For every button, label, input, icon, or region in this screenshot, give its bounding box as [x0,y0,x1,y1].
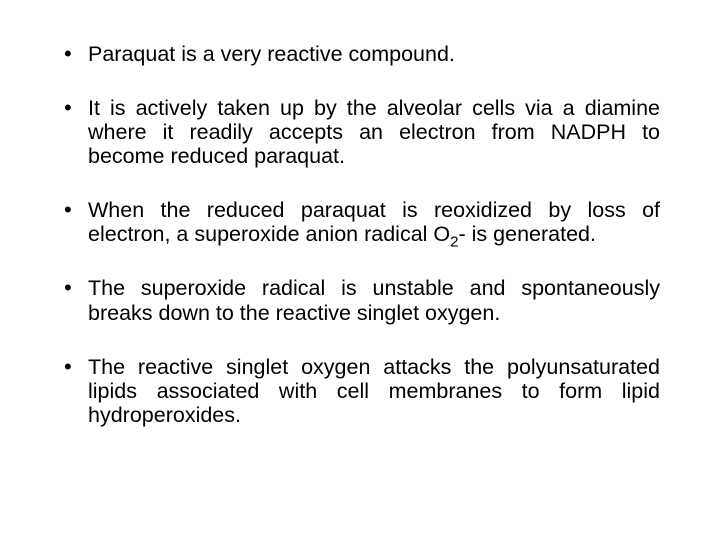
bullet-text-post: - is generated. [459,222,596,246]
bullet-item: The reactive singlet oxygen attacks the … [60,355,660,427]
slide: Paraquat is a very reactive compound. It… [0,0,720,540]
subscript: 2 [450,234,458,251]
bullet-item: The superoxide radical is unstable and s… [60,276,660,324]
bullet-text: Paraquat is a very reactive compound. [88,42,455,66]
bullet-item: It is actively taken up by the alveolar … [60,96,660,168]
bullet-list: Paraquat is a very reactive compound. It… [60,42,660,427]
bullet-item: When the reduced paraquat is reoxidized … [60,198,660,246]
bullet-text: The reactive singlet oxygen attacks the … [88,355,660,427]
bullet-item: Paraquat is a very reactive compound. [60,42,660,66]
bullet-text: It is actively taken up by the alveolar … [88,96,660,168]
bullet-text: The superoxide radical is unstable and s… [88,276,660,324]
